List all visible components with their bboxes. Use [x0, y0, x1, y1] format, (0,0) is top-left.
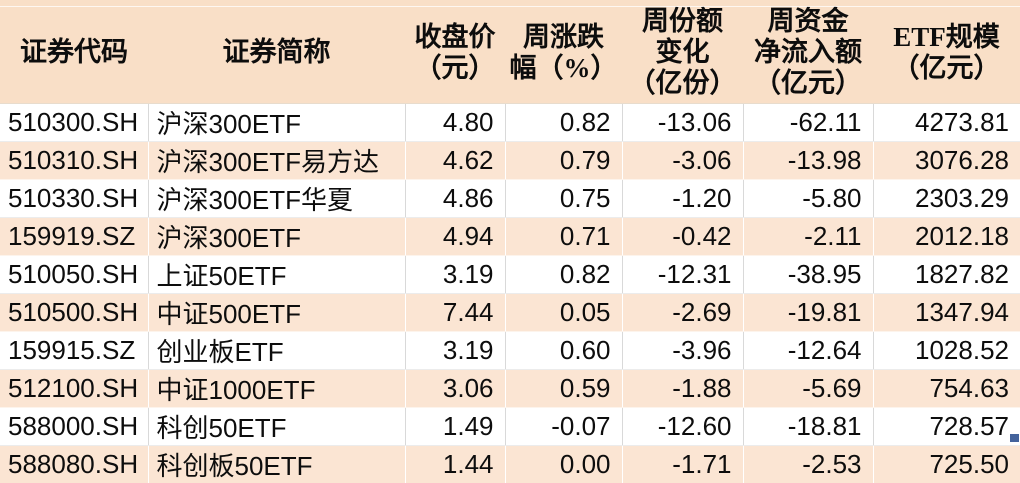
- cell-share_change: -12.60: [622, 408, 743, 446]
- cell-code: 588080.SH: [0, 446, 148, 483]
- cell-code: 159915.SZ: [0, 332, 148, 370]
- excel-fill-handle[interactable]: [1009, 433, 1019, 442]
- cell-etf_scale: 754.63: [873, 370, 1020, 408]
- cell-net_inflow: -18.81: [743, 408, 873, 446]
- cell-etf_scale: 1347.94: [873, 294, 1020, 332]
- cell-net_inflow: -5.80: [743, 180, 873, 218]
- cell-net_inflow: -19.81: [743, 294, 873, 332]
- cell-name: 中证500ETF: [148, 294, 405, 332]
- cell-code: 588000.SH: [0, 408, 148, 446]
- column-header-close-price: 收盘价 （元）: [405, 0, 505, 104]
- cell-net_inflow: -12.64: [743, 332, 873, 370]
- cell-code: 510300.SH: [0, 104, 148, 142]
- cell-net_inflow: -13.98: [743, 142, 873, 180]
- cell-weekly_change: 0.05: [505, 294, 622, 332]
- cell-share_change: -3.06: [622, 142, 743, 180]
- cell-etf_scale: 4273.81: [873, 104, 1020, 142]
- cell-name: 沪深300ETF: [148, 104, 405, 142]
- cell-name: 科创50ETF: [148, 408, 405, 446]
- cell-net_inflow: -2.53: [743, 446, 873, 483]
- cell-name: 中证1000ETF: [148, 370, 405, 408]
- cell-name: 科创板50ETF: [148, 446, 405, 483]
- cell-close_price: 3.19: [405, 256, 505, 294]
- cell-name: 沪深300ETF易方达: [148, 142, 405, 180]
- cell-weekly_change: 0.59: [505, 370, 622, 408]
- cell-etf_scale: 1827.82: [873, 256, 1020, 294]
- cell-close_price: 7.44: [405, 294, 505, 332]
- cell-net_inflow: -62.11: [743, 104, 873, 142]
- cell-etf_scale: 725.50: [873, 446, 1020, 483]
- cell-close_price: 4.86: [405, 180, 505, 218]
- cell-share_change: -3.96: [622, 332, 743, 370]
- cell-close_price: 3.06: [405, 370, 505, 408]
- cell-weekly_change: 0.79: [505, 142, 622, 180]
- cell-name: 沪深300ETF华夏: [148, 180, 405, 218]
- column-header-weekly-change: 周涨跌 幅（%）: [505, 0, 622, 104]
- cell-close_price: 4.80: [405, 104, 505, 142]
- cell-close_price: 1.44: [405, 446, 505, 483]
- cell-code: 510330.SH: [0, 180, 148, 218]
- cell-weekly_change: 0.82: [505, 104, 622, 142]
- cell-close_price: 4.94: [405, 218, 505, 256]
- header-row: 证券代码 证券简称 收盘价 （元） 周涨跌 幅（%） 周份额 变化 （亿份） 周…: [0, 0, 1020, 104]
- cell-code: 510050.SH: [0, 256, 148, 294]
- cell-weekly_change: 0.60: [505, 332, 622, 370]
- cell-weekly_change: 0.75: [505, 180, 622, 218]
- cell-etf_scale: 2303.29: [873, 180, 1020, 218]
- cell-name: 创业板ETF: [148, 332, 405, 370]
- cell-share_change: -1.88: [622, 370, 743, 408]
- cell-share_change: -1.71: [622, 446, 743, 483]
- cell-code: 159919.SZ: [0, 218, 148, 256]
- cell-share_change: -12.31: [622, 256, 743, 294]
- spreadsheet-etf-table: 证券代码 证券简称 收盘价 （元） 周涨跌 幅（%） 周份额 变化 （亿份） 周…: [0, 0, 1020, 443]
- cell-net_inflow: -2.11: [743, 218, 873, 256]
- cell-etf_scale: 1028.52: [873, 332, 1020, 370]
- cell-close_price: 4.62: [405, 142, 505, 180]
- cell-share_change: -1.20: [622, 180, 743, 218]
- column-header-share-change: 周份额 变化 （亿份）: [622, 0, 743, 104]
- cell-weekly_change: 0.00: [505, 446, 622, 483]
- cell-share_change: -2.69: [622, 294, 743, 332]
- column-header-code: 证券代码: [0, 0, 148, 104]
- cell-code: 512100.SH: [0, 370, 148, 408]
- table-header: 证券代码 证券简称 收盘价 （元） 周涨跌 幅（%） 周份额 变化 （亿份） 周…: [0, 0, 1020, 104]
- cell-code: 510500.SH: [0, 294, 148, 332]
- cell-share_change: -0.42: [622, 218, 743, 256]
- cell-weekly_change: -0.07: [505, 408, 622, 446]
- cell-name: 上证50ETF: [148, 256, 405, 294]
- cell-net_inflow: -38.95: [743, 256, 873, 294]
- cell-close_price: 3.19: [405, 332, 505, 370]
- cell-code: 510310.SH: [0, 142, 148, 180]
- cell-etf_scale: 728.57: [873, 408, 1020, 446]
- column-header-net-inflow: 周资金 净流入额 （亿元）: [743, 0, 873, 104]
- cell-share_change: -13.06: [622, 104, 743, 142]
- cell-weekly_change: 0.71: [505, 218, 622, 256]
- column-header-name: 证券简称: [148, 0, 405, 104]
- cell-close_price: 1.49: [405, 408, 505, 446]
- column-header-etf-scale: ETF规模 （亿元）: [873, 0, 1020, 104]
- cell-etf_scale: 3076.28: [873, 142, 1020, 180]
- cell-weekly_change: 0.82: [505, 256, 622, 294]
- cell-name: 沪深300ETF: [148, 218, 405, 256]
- cell-etf_scale: 2012.18: [873, 218, 1020, 256]
- cell-net_inflow: -5.69: [743, 370, 873, 408]
